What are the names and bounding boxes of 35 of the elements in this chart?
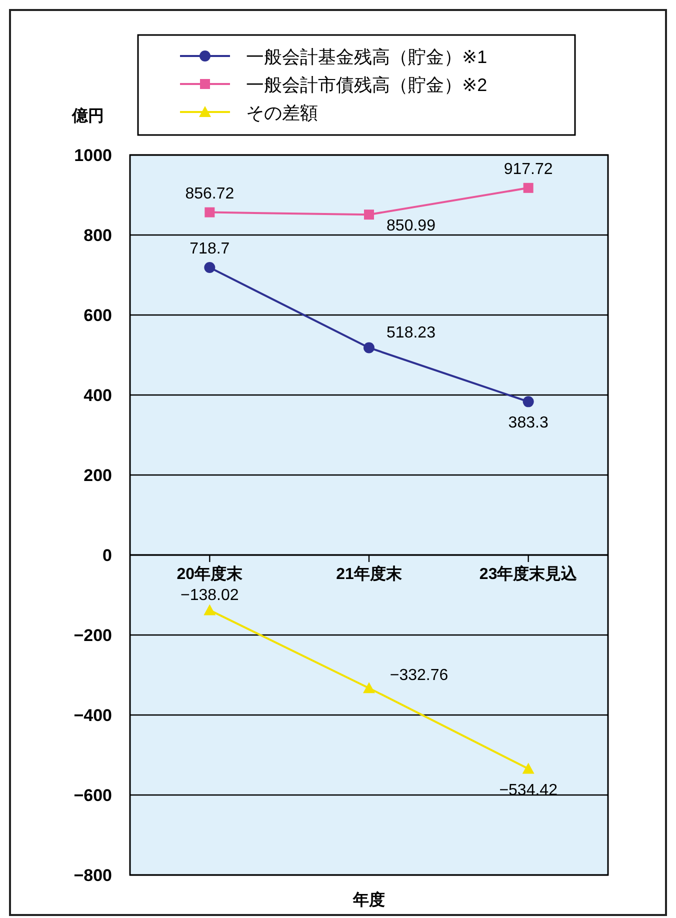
y-tick-label: 800 (84, 226, 112, 245)
data-label: 850.99 (386, 218, 436, 235)
legend-label: その差額 (246, 103, 318, 123)
x-tick-label: 23年度末見込 (479, 564, 578, 583)
data-label: 718.7 (190, 240, 230, 258)
y-axis-title: 億円 (71, 107, 104, 125)
y-tick-label: 400 (84, 386, 112, 405)
legend-label: 一般会計市債残高（貯金）※2 (246, 75, 488, 95)
y-tick-label: −600 (74, 786, 112, 805)
point (204, 604, 216, 616)
y-tick-label: −800 (74, 866, 112, 885)
x-axis-title: 年度 (352, 890, 385, 909)
point (363, 682, 375, 694)
point (523, 182, 534, 193)
data-label: 917.72 (504, 160, 553, 178)
legend-label: 一般会計基金残高（貯金）※1 (246, 47, 488, 67)
point (204, 207, 215, 218)
y-tick-label: 1000 (74, 146, 112, 165)
point (204, 262, 216, 274)
y-tick-label: 600 (84, 306, 112, 325)
y-tick-label: −200 (74, 626, 112, 645)
x-tick-label: 21年度末 (336, 564, 403, 583)
data-label: 856.72 (185, 185, 234, 202)
point (522, 396, 534, 408)
point (364, 342, 374, 354)
data-label: 383.3 (508, 414, 548, 432)
y-tick-label: −400 (74, 706, 112, 725)
point (522, 762, 534, 774)
data-label: −138.02 (180, 587, 239, 604)
point (364, 210, 374, 220)
y-tick-label: 0 (102, 546, 112, 565)
y-tick-label: 200 (84, 466, 112, 485)
x-tick-label: 20年度末 (176, 564, 244, 583)
data-label: 518.23 (386, 324, 436, 342)
data-label: −332.76 (390, 667, 448, 684)
